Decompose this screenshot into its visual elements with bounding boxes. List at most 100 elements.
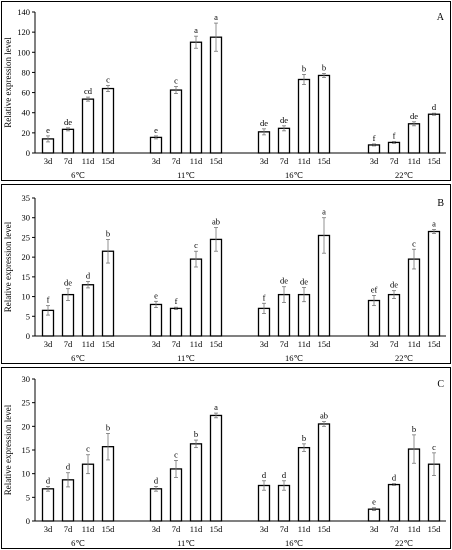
group-label: 22℃ (395, 538, 414, 548)
significance-letter: f (47, 295, 50, 305)
x-tick-label: 11d (82, 156, 95, 166)
significance-letter: f (393, 130, 396, 140)
x-tick-label: 15d (102, 156, 116, 166)
y-tick-label: 80 (22, 67, 31, 77)
significance-letter: d (86, 271, 91, 281)
bar (407, 123, 421, 154)
significance-letter: e (46, 125, 50, 135)
x-tick-label: 7d (390, 524, 399, 534)
bar (189, 41, 203, 154)
bar (209, 36, 223, 154)
bar (209, 238, 223, 337)
group-label: 11℃ (177, 170, 195, 180)
bar (277, 127, 291, 154)
x-tick-label: 3d (370, 156, 379, 166)
x-tick-label: 11d (298, 156, 311, 166)
bar (41, 488, 55, 522)
significance-letter: e (154, 290, 158, 300)
bar (317, 423, 331, 522)
significance-letter: d (392, 473, 397, 483)
panel-label: B (437, 198, 444, 209)
bar (277, 484, 291, 522)
significance-letter: b (302, 433, 306, 443)
x-tick-label: 11d (298, 524, 311, 534)
bar (81, 284, 95, 337)
significance-letter: de (64, 278, 72, 288)
y-tick-label: 0 (26, 148, 30, 158)
y-tick-label: 0 (26, 331, 30, 341)
panel-frame (1, 184, 451, 364)
x-tick-label: 3d (152, 156, 161, 166)
y-axis-label: Relative expression level (3, 221, 13, 312)
significance-letter: c (106, 75, 110, 85)
y-tick-label: 15 (22, 445, 31, 455)
x-tick-label: 7d (64, 339, 73, 349)
x-tick-label: 11d (82, 524, 95, 534)
y-tick-label: 5 (26, 311, 30, 321)
y-tick-label: 60 (22, 88, 31, 98)
significance-letter: d (66, 462, 71, 472)
x-tick-label: 7d (172, 524, 181, 534)
x-tick-label: 7d (390, 156, 399, 166)
panel-label: C (437, 379, 444, 390)
bar (169, 307, 183, 337)
x-tick-label: 15d (102, 524, 116, 534)
x-tick-label: 15d (428, 156, 442, 166)
x-tick-label: 3d (44, 524, 53, 534)
x-tick-label: 3d (260, 524, 269, 534)
x-tick-label: 7d (64, 156, 73, 166)
panel-label: A (437, 12, 445, 23)
x-tick-label: 15d (318, 156, 332, 166)
significance-letter: c (86, 444, 90, 454)
significance-letter: cd (84, 86, 93, 96)
y-tick-label: 40 (22, 108, 31, 118)
significance-letter: b (106, 228, 110, 238)
chart-panel-c: 0 5 10 15 20 25 30 Relative expression level Cd 3… (1, 367, 451, 549)
group-label: 11℃ (177, 353, 195, 363)
significance-letter: f (263, 292, 266, 302)
significance-letter: de (410, 111, 418, 121)
y-tick-label: 20 (22, 252, 31, 262)
significance-letter: e (372, 497, 376, 507)
significance-letter: de (300, 277, 308, 287)
y-tick-label: 30 (22, 374, 31, 384)
x-tick-label: 11d (408, 339, 421, 349)
significance-letter: ab (320, 411, 328, 421)
significance-letter: c (432, 442, 436, 452)
y-tick-label: 5 (26, 492, 30, 502)
x-tick-label: 7d (172, 156, 181, 166)
y-tick-label: 140 (17, 7, 30, 17)
x-tick-label: 15d (210, 524, 224, 534)
x-tick-label: 7d (280, 524, 289, 534)
group-label: 6℃ (71, 170, 85, 180)
significance-letter: b (302, 63, 306, 73)
bar (149, 488, 163, 522)
chart-panel-b: 0 5 10 15 20 25 30 35 Relative expression level B… (1, 184, 451, 364)
x-tick-label: 11d (408, 524, 421, 534)
x-tick-label: 7d (280, 156, 289, 166)
bar (407, 258, 421, 337)
significance-letter: c (412, 238, 416, 248)
bar (61, 128, 75, 154)
y-axis-label: Relative expression level (3, 37, 13, 128)
significance-letter: c (194, 240, 198, 250)
significance-letter: a (194, 25, 198, 35)
group-label: 11℃ (177, 538, 195, 548)
bar (317, 74, 331, 154)
bar (169, 89, 183, 154)
y-tick-label: 120 (17, 27, 30, 37)
significance-letter: d (46, 475, 51, 485)
y-tick-label: 10 (22, 292, 31, 302)
x-tick-label: 11d (82, 339, 95, 349)
x-tick-label: 3d (44, 339, 53, 349)
significance-letter: de (280, 276, 288, 286)
x-tick-label: 11d (190, 339, 203, 349)
bar (149, 136, 163, 154)
significance-letter: de (64, 117, 72, 127)
y-tick-label: 20 (22, 421, 31, 431)
x-tick-label: 3d (260, 339, 269, 349)
group-label: 22℃ (395, 353, 414, 363)
significance-letter: a (432, 219, 436, 229)
x-tick-label: 15d (210, 156, 224, 166)
